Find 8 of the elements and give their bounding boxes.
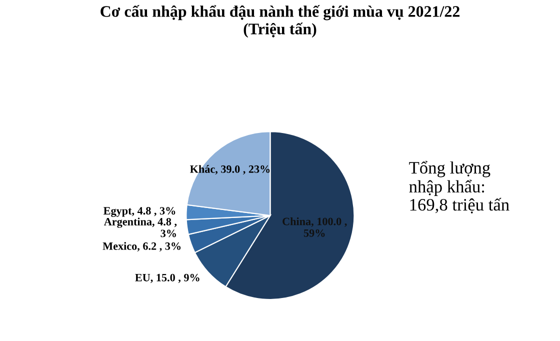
slice-label: Mexico, 6.2 , 3%	[102, 242, 181, 252]
chart-title: Cơ cấu nhập khẩu đậu nành thế giới mùa vụ 2021/22 (Triệu tấn)	[100, 5, 460, 38]
slice-label: China, 100.0 , 59%	[282, 217, 347, 237]
slice-label: Khác, 39.0 , 23%	[190, 165, 270, 174]
slice-label: Argentina, 4.8 , 3%	[104, 218, 177, 238]
text: Tổng lượng nhập khẩu: 169,8 triệu tấn	[409, 160, 510, 214]
slice-label: EU, 15.0 , 9%	[135, 274, 200, 283]
slice-label: Egypt, 4.8 , 3%	[104, 207, 176, 217]
